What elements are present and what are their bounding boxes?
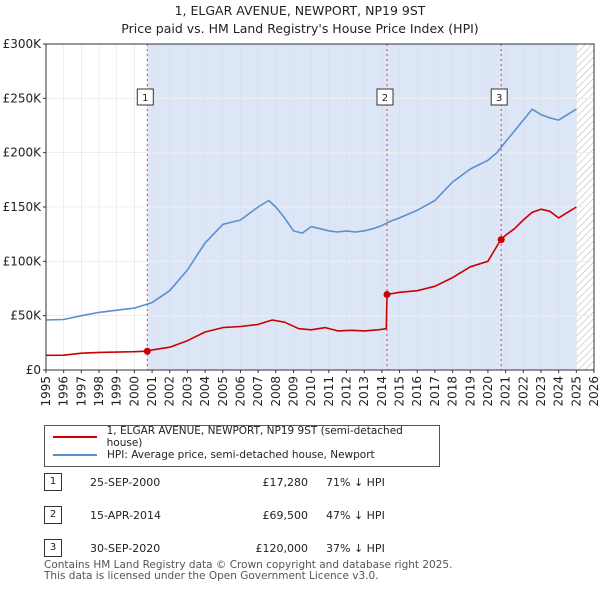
x-tick-label: 2021 (499, 376, 513, 407)
sale-number-badge: 3 (44, 539, 62, 557)
sale-point (383, 290, 391, 298)
legend-label-price: 1, ELGAR AVENUE, NEWPORT, NP19 9ST (semi… (106, 425, 403, 449)
sale-price: £69,500 (262, 509, 309, 522)
x-tick-label: 2005 (216, 376, 230, 407)
sale-row: 2 15-APR-2014 £69,500 47% ↓ HPI (44, 506, 464, 526)
x-tick-label: 2023 (534, 376, 548, 407)
chart-title: 1, ELGAR AVENUE, NEWPORT, NP19 9ST (174, 3, 426, 18)
sale-label: 2 (382, 93, 388, 104)
chart-subtitle: Price paid vs. HM Land Registry's House … (121, 21, 479, 36)
footer-copyright: Contains HM Land Registry data © Crown c… (44, 559, 453, 571)
sale-hpi-diff: 37% ↓ HPI (326, 542, 385, 555)
x-tick-label: 1996 (57, 376, 71, 407)
legend-item-hpi: HPI: Average price, semi-detached house,… (53, 447, 375, 463)
x-tick-label: 2009 (286, 376, 300, 407)
x-tick-label: 2010 (304, 376, 318, 407)
x-tick-label: 2016 (410, 376, 424, 407)
x-tick-label: 2017 (428, 376, 442, 407)
sale-number-badge: 2 (44, 506, 62, 524)
sale-date: 15-APR-2014 (90, 509, 162, 522)
sale-point (143, 347, 151, 355)
sale-label: 3 (496, 93, 502, 104)
sale-hpi-diff: 47% ↓ HPI (326, 509, 385, 522)
y-tick-label: £200K (3, 146, 43, 160)
sale-row: 3 30-SEP-2020 £120,000 37% ↓ HPI (44, 539, 464, 559)
y-tick-label: £250K (3, 91, 43, 105)
x-tick-label: 2003 (180, 376, 194, 407)
x-tick-label: 2018 (446, 376, 460, 407)
sale-price: £120,000 (255, 542, 309, 555)
x-tick-label: 1995 (39, 376, 53, 407)
y-tick-label: £0 (26, 363, 41, 377)
x-tick-label: 2012 (340, 376, 354, 407)
x-tick-label: 2002 (163, 376, 177, 407)
legend-swatch-hpi (53, 454, 97, 456)
x-tick-label: 2008 (269, 376, 283, 407)
y-tick-label: £50K (10, 309, 42, 323)
x-tick-label: 2022 (516, 376, 530, 407)
price-chart: 1 2 3 £0 £50K £100K £150K £200K £250K £300K 1995 1… (3, 37, 600, 407)
x-tick-label: 2004 (198, 376, 212, 407)
x-tick-label: 2013 (357, 376, 371, 407)
x-tick-label: 2011 (322, 376, 336, 407)
sale-price: £17,280 (262, 476, 309, 489)
x-tick-label: 2001 (145, 376, 159, 407)
x-tick-label: 2020 (481, 376, 495, 407)
y-tick-label: £300K (3, 37, 43, 51)
sale-number-badge: 1 (44, 473, 62, 491)
x-tick-label: 2025 (569, 376, 583, 407)
legend-item-price: 1, ELGAR AVENUE, NEWPORT, NP19 9ST (semi… (53, 425, 439, 449)
sale-label: 1 (142, 93, 148, 104)
y-tick-label: £150K (3, 200, 43, 214)
x-tick-label: 2006 (233, 376, 247, 407)
x-tick-label: 2024 (552, 376, 566, 407)
x-tick-label: 2014 (375, 376, 389, 407)
sale-label-box (136, 88, 154, 106)
x-tick-label: 1997 (74, 376, 88, 407)
sale-label-box (376, 88, 394, 106)
legend-swatch-price (53, 436, 97, 438)
sale-row: 1 25-SEP-2000 £17,280 71% ↓ HPI (44, 473, 464, 493)
sale-date: 30-SEP-2020 (90, 542, 161, 555)
sale-date: 25-SEP-2000 (90, 476, 161, 489)
x-tick-label: 1998 (92, 376, 106, 407)
sale-label-box (490, 88, 508, 106)
legend: 1, ELGAR AVENUE, NEWPORT, NP19 9ST (semi… (44, 425, 440, 467)
hpi-line (45, 108, 577, 321)
footer-licence: This data is licensed under the Open Gov… (44, 570, 379, 582)
x-tick-label: 2000 (127, 376, 141, 407)
legend-label-hpi: HPI: Average price, semi-detached house,… (107, 449, 375, 461)
y-tick-label: £100K (3, 254, 43, 268)
x-tick-label: 2019 (463, 376, 477, 407)
footer: Contains HM Land Registry data © Crown c… (44, 560, 452, 582)
x-tick-label: 2007 (251, 376, 265, 407)
x-tick-label: 2026 (587, 376, 600, 407)
sale-point (497, 236, 505, 244)
x-tick-label: 2015 (393, 376, 407, 407)
x-tick-label: 1999 (110, 376, 124, 407)
sale-hpi-diff: 71% ↓ HPI (326, 476, 385, 489)
